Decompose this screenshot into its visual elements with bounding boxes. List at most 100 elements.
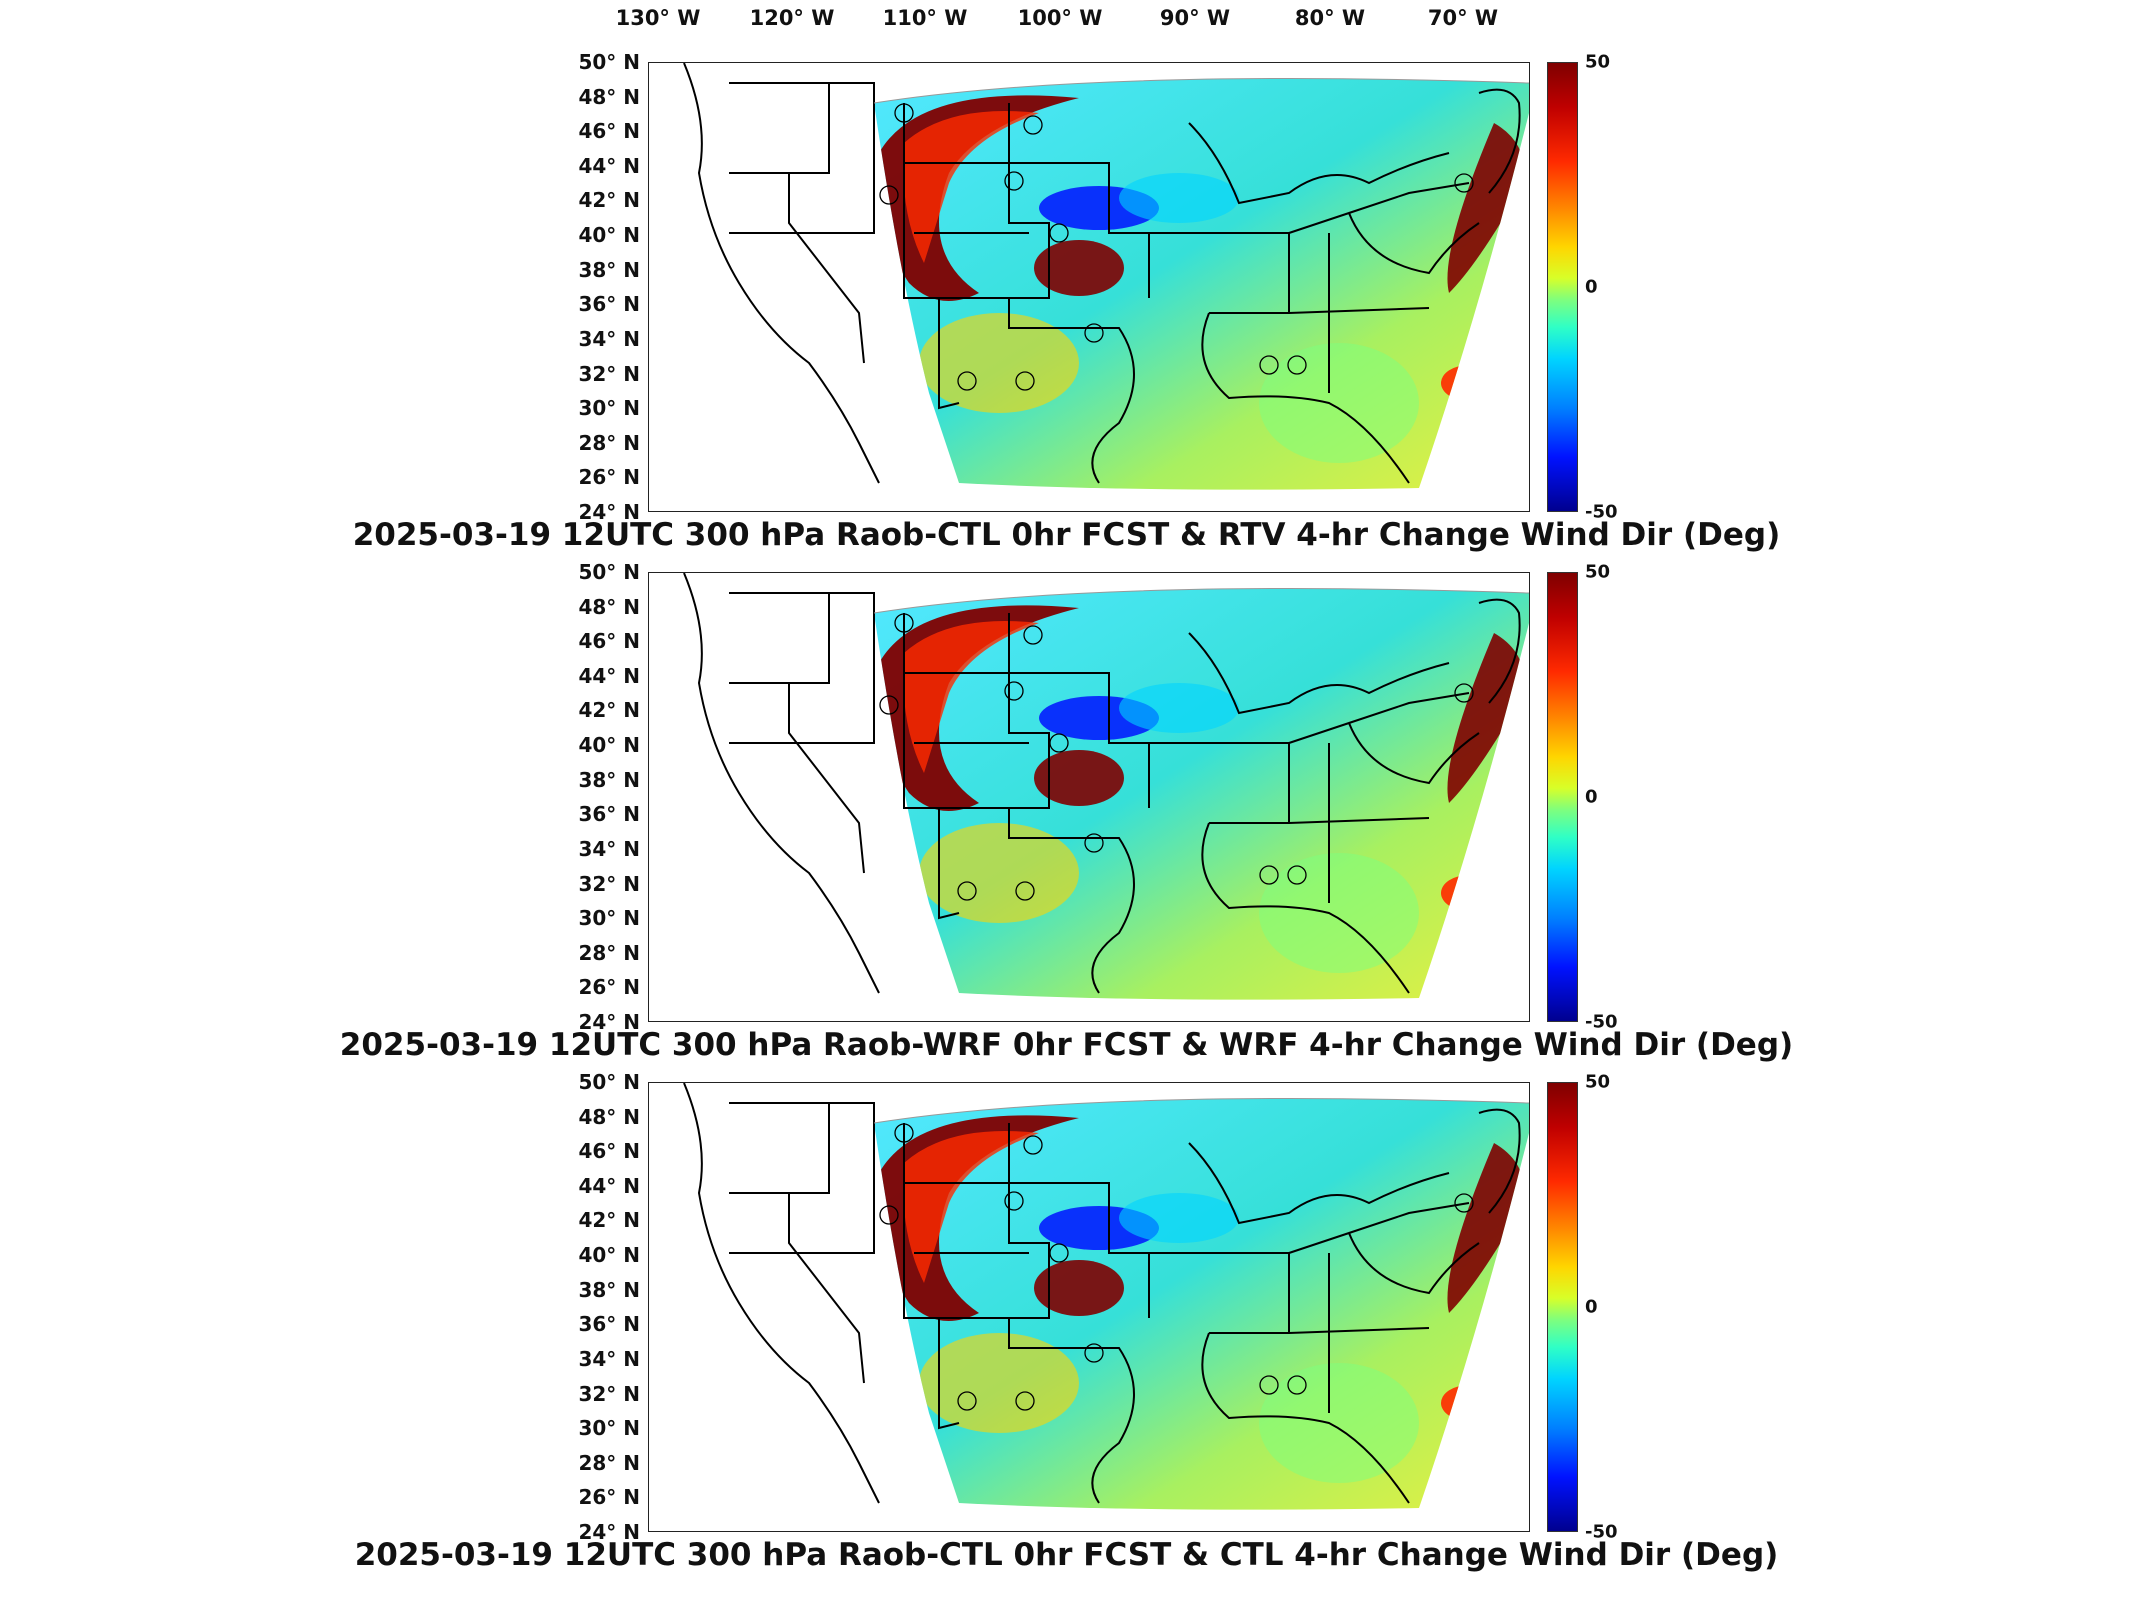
- positive-anomaly-lobe: [1034, 240, 1124, 296]
- positive-anomaly-offshore: [1441, 1385, 1497, 1421]
- latitude-label: 30° N: [578, 1416, 640, 1441]
- raob-station-marker: [1004, 171, 1024, 191]
- raob-station-marker: [1049, 1243, 1069, 1263]
- latitude-label: 24° N: [578, 1010, 640, 1034]
- panel-title: 2025-03-19 12UTC 300 hPa Raob-CTL 0hr FC…: [352, 517, 1781, 553]
- raob-station-marker: [1015, 1391, 1035, 1411]
- state-boundary: [729, 592, 875, 744]
- state-boundary: [1149, 232, 1290, 314]
- colorbar-mid-label: 0: [1585, 786, 1598, 808]
- longitude-axis: 130° W 120° W 110° W 100° W 90° W 80° W 70° W: [0, 0, 2133, 40]
- raob-station-marker: [1259, 1375, 1279, 1395]
- domain-edge: [873, 1098, 1529, 1124]
- latitude-label: 36° N: [578, 1312, 640, 1337]
- positive-anomaly-south: [919, 823, 1079, 923]
- neutral-anomaly-southeast: [1259, 1363, 1419, 1483]
- positive-anomaly-band: [903, 111, 1039, 263]
- latitude-label: 28° N: [578, 430, 640, 455]
- latitude-label: 50° N: [578, 1070, 640, 1094]
- latitude-label: 48° N: [578, 1104, 640, 1129]
- state-boundary: [1201, 822, 1410, 994]
- latitude-label: 38° N: [578, 767, 640, 792]
- raob-station-marker: [894, 1123, 914, 1143]
- latitude-label: 32° N: [578, 871, 640, 896]
- state-boundary: [729, 1103, 830, 1194]
- longitude-label: 100° W: [1017, 6, 1103, 30]
- raob-station-marker: [894, 103, 914, 123]
- negative-anomaly-offshore: [1477, 288, 1521, 358]
- raob-station-marker: [1023, 1135, 1043, 1155]
- latitude-label: 42° N: [578, 188, 640, 213]
- state-boundary: [1188, 122, 1450, 205]
- latitude-axis: 50° N 48° N 46° N 44° N 42° N 40° N 38° N 36° N…: [560, 560, 640, 1034]
- raob-station-marker: [1084, 1343, 1104, 1363]
- negative-anomaly-lobe: [1119, 1193, 1239, 1243]
- state-boundary: [683, 1083, 880, 1504]
- latitude-label: 40° N: [578, 223, 640, 248]
- colorbar: [1547, 572, 1578, 1022]
- raob-station-marker: [1023, 115, 1043, 135]
- map-panel-2: 50° N 48° N 46° N 44° N 42° N 40° N 38° N 36° N…: [0, 560, 2133, 1070]
- colorbar-min-label: -50: [1585, 1011, 1618, 1033]
- raob-station-marker: [1084, 323, 1104, 343]
- domain-edge: [873, 588, 1529, 614]
- latitude-label: 26° N: [578, 975, 640, 1000]
- state-boundary: [1478, 88, 1521, 194]
- state-boundary: [1288, 1202, 1470, 1254]
- colorbar: [1547, 1082, 1578, 1532]
- colorbar-mid-label: 0: [1585, 276, 1598, 298]
- colorbar-max-label: 50: [1585, 1071, 1611, 1093]
- longitude-label: 70° W: [1427, 6, 1499, 30]
- positive-anomaly-coastal: [1447, 1143, 1525, 1313]
- latitude-label: 40° N: [578, 733, 640, 758]
- state-boundary: [938, 808, 960, 920]
- latitude-label: 42° N: [578, 698, 640, 723]
- colorbar-min-label: -50: [1585, 1521, 1618, 1543]
- state-boundary: [1288, 182, 1470, 234]
- state-boundary: [903, 613, 1050, 809]
- raob-station-marker: [1287, 355, 1307, 375]
- positive-anomaly-south: [919, 313, 1079, 413]
- state-boundary: [729, 82, 875, 234]
- raob-station-marker: [1004, 1191, 1024, 1211]
- latitude-axis: 50° N 48° N 46° N 44° N 42° N 40° N 38° N 36° N…: [560, 50, 640, 524]
- longitude-label: 130° W: [615, 6, 701, 30]
- panel-title: 2025-03-19 12UTC 300 hPa Raob-CTL 0hr FC…: [354, 1537, 1779, 1573]
- state-boundary: [1008, 1318, 1135, 1504]
- state-boundary: [938, 298, 960, 410]
- state-boundary: [788, 173, 865, 364]
- state-boundary: [904, 1182, 1150, 1318]
- positive-anomaly-offshore: [1441, 875, 1497, 911]
- state-boundary: [788, 683, 865, 874]
- raob-station-marker: [1287, 865, 1307, 885]
- latitude-axis: 50° N 48° N 46° N 44° N 42° N 40° N 38° N 36° N…: [560, 1070, 640, 1544]
- longitude-label: 80° W: [1294, 6, 1366, 30]
- state-boundary: [1478, 1108, 1521, 1214]
- latitude-label: 26° N: [578, 1485, 640, 1510]
- state-boundary: [1149, 742, 1290, 824]
- state-boundary: [1008, 298, 1135, 484]
- raob-station-marker: [1259, 865, 1279, 885]
- state-boundary: [683, 573, 880, 994]
- latitude-label: 30° N: [578, 396, 640, 421]
- positive-anomaly-lobe: [1034, 750, 1124, 806]
- state-boundary: [1008, 808, 1135, 994]
- state-boundary: [904, 162, 1150, 298]
- neutral-anomaly-southeast: [1259, 853, 1419, 973]
- state-boundary: [788, 1193, 865, 1384]
- latitude-label: 26° N: [578, 465, 640, 490]
- raob-station-marker: [1015, 881, 1035, 901]
- positive-anomaly-coastal: [1447, 633, 1525, 803]
- state-boundary: [1288, 307, 1430, 314]
- negative-anomaly-offshore: [1477, 798, 1521, 868]
- latitude-label: 50° N: [578, 50, 640, 74]
- longitude-label: 120° W: [749, 6, 835, 30]
- latitude-label: 36° N: [578, 802, 640, 827]
- latitude-label: 44° N: [578, 1173, 640, 1198]
- wind-direction-map: [648, 572, 1530, 1022]
- longitude-label: 90° W: [1159, 6, 1231, 30]
- state-boundary: [1348, 722, 1480, 785]
- raob-station-marker: [1049, 733, 1069, 753]
- raob-station-marker: [957, 881, 977, 901]
- negative-anomaly-offshore: [1477, 1308, 1521, 1378]
